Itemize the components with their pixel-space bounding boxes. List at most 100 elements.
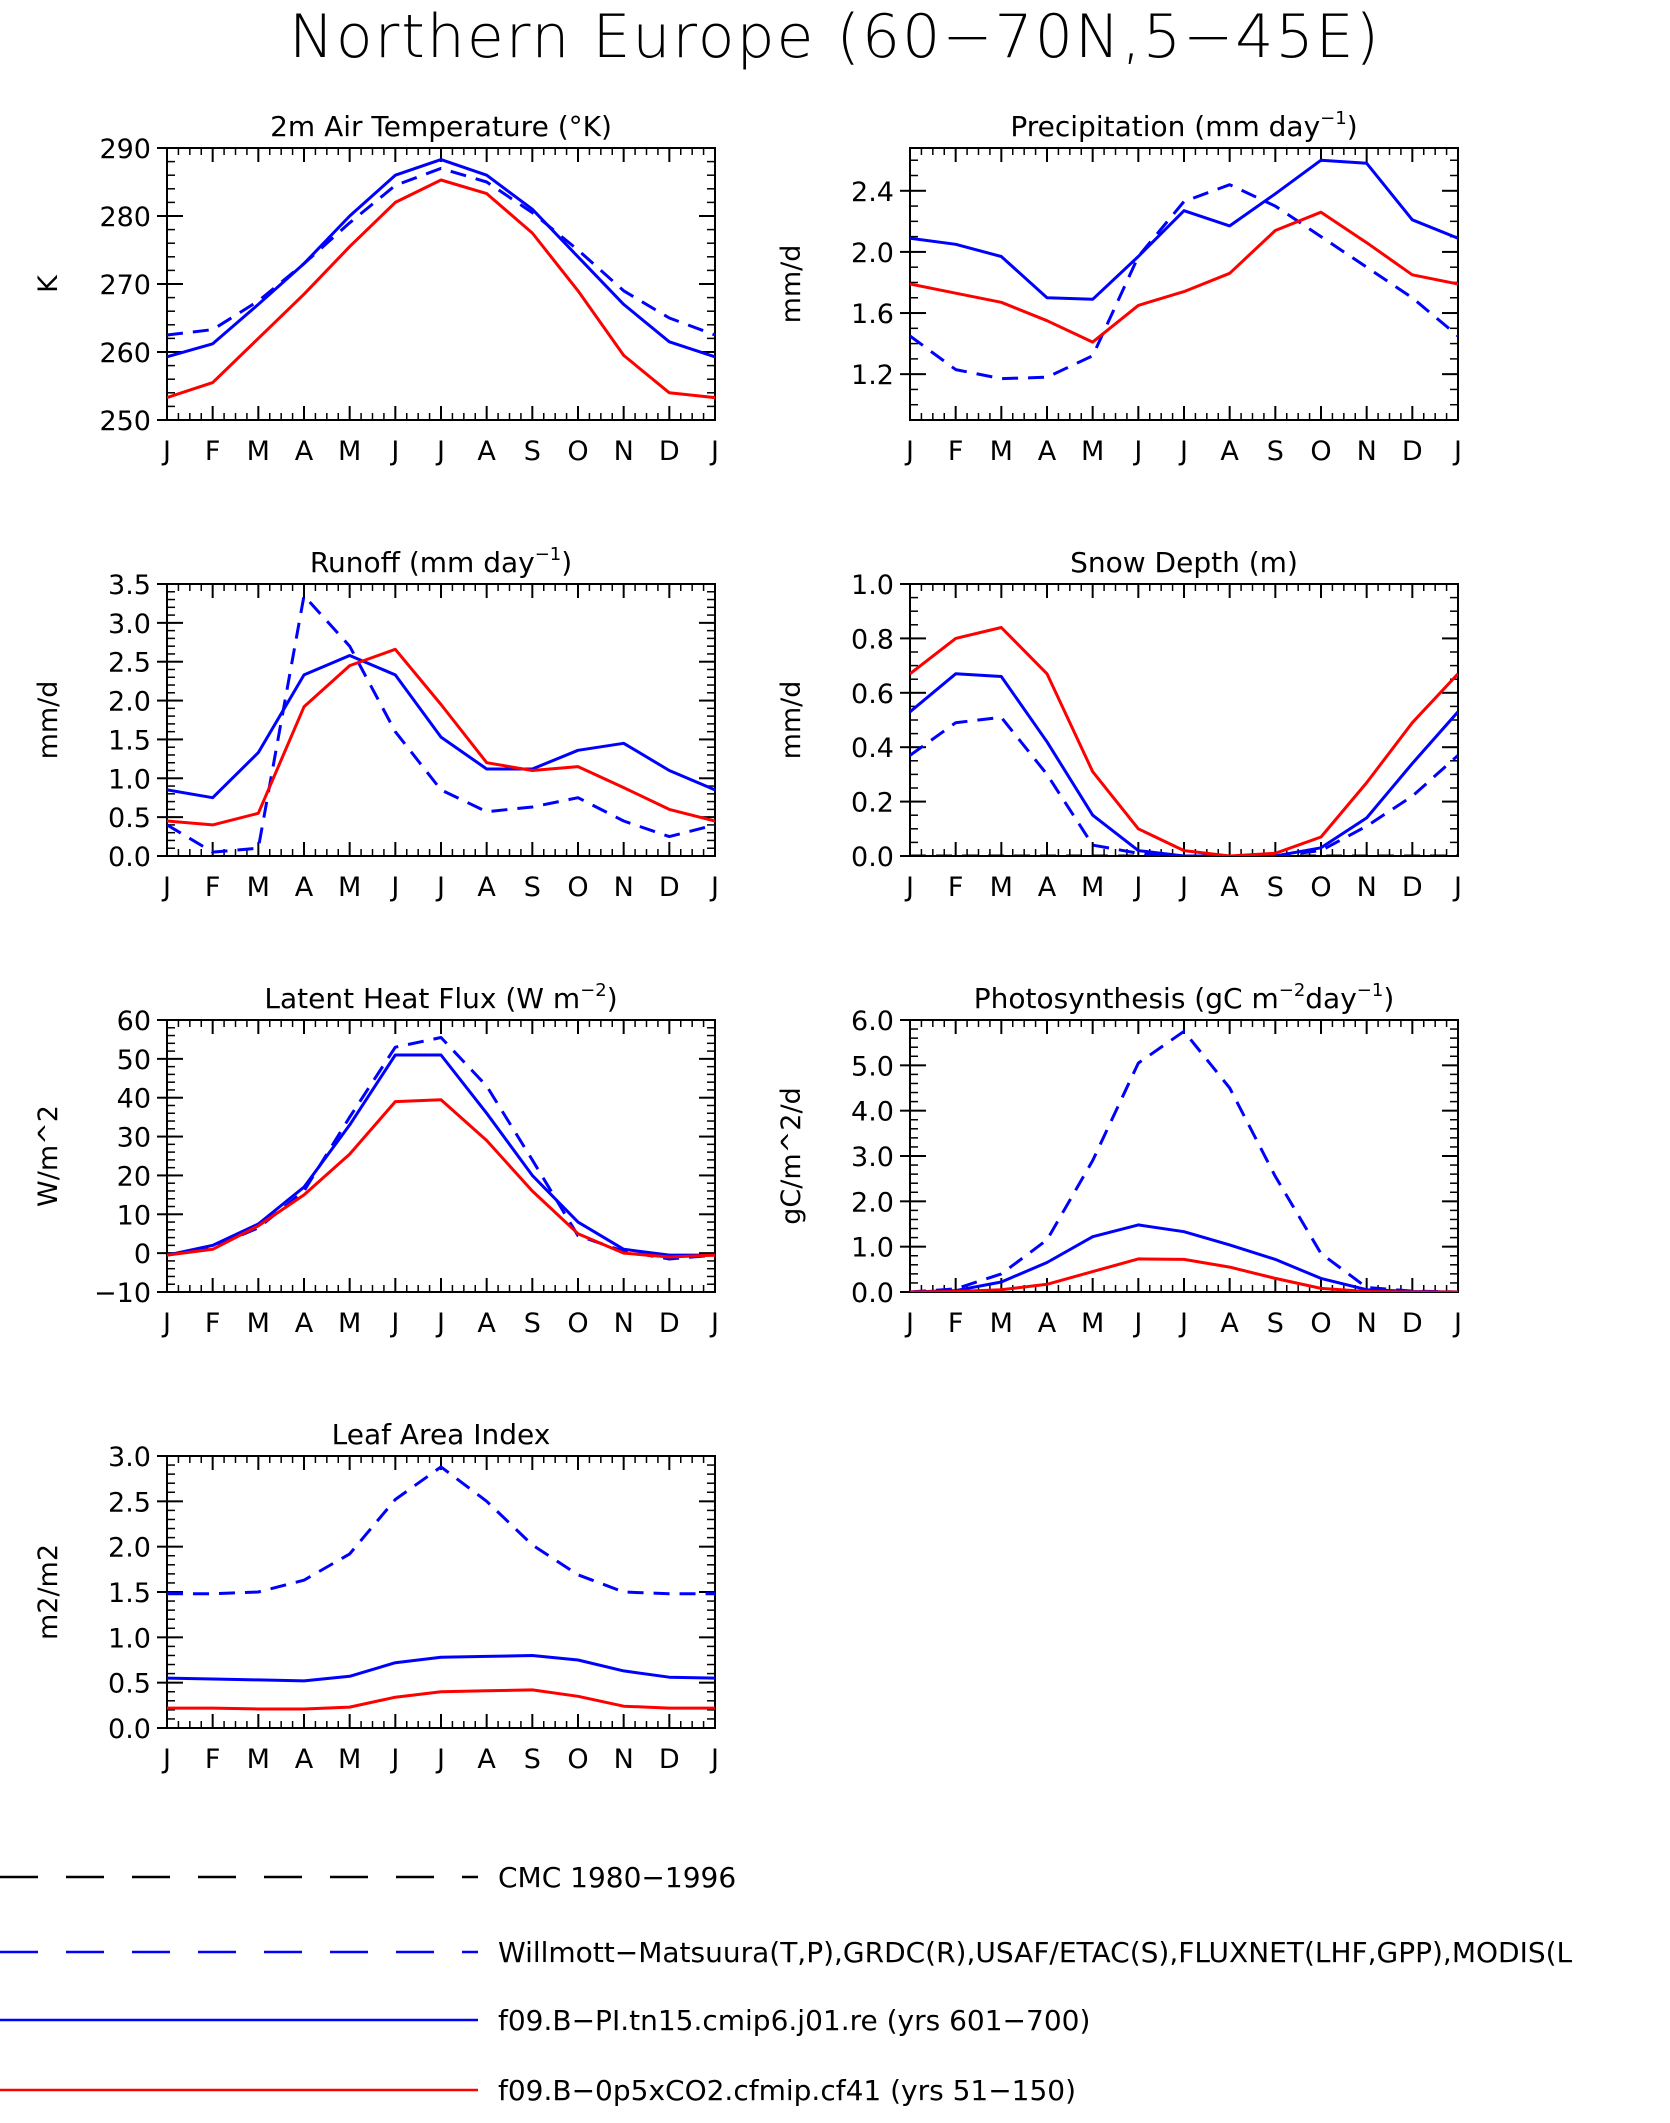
panel-0: J F M A M J J A S O N D J250260270280290K2m Air Temp… [33,110,719,467]
x-tick-label: M [338,1308,361,1339]
y-tick-label: 290 [99,134,151,165]
y-tick-label: 1.5 [108,725,151,756]
y-tick-label: 260 [99,338,151,369]
y-tick-label: 0.4 [851,733,894,764]
x-tick-label: A [295,1308,314,1339]
x-tick-label: J [1178,436,1188,467]
x-tick-label: O [567,1744,588,1775]
series-line-1 [167,160,715,357]
x-tick-label: M [990,436,1013,467]
plot-frame [167,148,715,420]
x-tick-label: O [567,436,588,467]
series-line-2 [167,1690,715,1709]
y-tick-label: 30 [117,1123,151,1154]
x-tick-label: S [1267,1308,1284,1339]
panel-title: Precipitation (mm day−1) [1010,108,1357,143]
x-tick-label: J [1452,436,1462,467]
y-tick-label: 1.2 [851,360,894,391]
y-tick-label: 0.0 [851,1278,894,1309]
y-tick-label: 0.0 [108,842,151,873]
y-tick-label: 60 [117,1006,151,1037]
y-tick-label: 2.5 [108,648,151,679]
x-tick-label: D [659,1744,680,1775]
y-axis-label: gC/m^2/d [776,1087,807,1224]
x-tick-label: J [161,1308,171,1339]
y-tick-label: 2.0 [851,1187,894,1218]
x-tick-label: F [205,1744,221,1775]
x-tick-label: J [435,436,445,467]
x-tick-label: F [205,436,221,467]
panel-3: J F M A M J J A S O N D J0.00.20.40.60.81.0mm/dSnow … [776,546,1462,903]
series-line-1 [167,1055,715,1255]
x-tick-label: O [567,872,588,903]
x-tick-label: D [659,872,680,903]
y-tick-label: 2.5 [108,1487,151,1518]
x-tick-label: N [1357,1308,1377,1339]
panel-2: J F M A M J J A S O N D J0.00.51.01.52.02.53.03.5mm/… [33,544,719,903]
y-tick-label: 0.0 [108,1714,151,1745]
legend-label-3: f09.B−0p5xCO2.cfmip.cf41 (yrs 51−150) [498,2074,1076,2107]
x-tick-label: F [205,872,221,903]
legend: CMC 1980−1996 Willmott−Matsuura(T,P),GRDC… [0,1861,1573,2107]
y-tick-label: 4.0 [851,1097,894,1128]
series-line-1 [167,656,715,798]
x-tick-label: J [709,1744,719,1775]
x-tick-label: N [614,1308,634,1339]
legend-label-2: f09.B−PI.tn15.cmip6.j01.re (yrs 601−700) [498,2004,1090,2037]
series-line-0 [167,1038,715,1260]
x-tick-label: S [1267,872,1284,903]
x-tick-label: N [1357,872,1377,903]
y-tick-label: 1.0 [108,764,151,795]
x-tick-label: J [161,872,171,903]
x-tick-label: J [1132,1308,1142,1339]
x-tick-label: S [524,1308,541,1339]
x-tick-label: S [524,872,541,903]
x-tick-label: A [295,436,314,467]
x-tick-label: M [1081,436,1104,467]
x-tick-label: M [1081,1308,1104,1339]
legend-label-1: Willmott−Matsuura(T,P),GRDC(R),USAF/ETAC… [498,1936,1573,1969]
x-tick-label: J [389,436,399,467]
y-tick-label: 40 [117,1084,151,1115]
y-axis-label: mm/d [33,681,64,760]
x-tick-label: D [1402,436,1423,467]
x-tick-label: J [389,1744,399,1775]
x-tick-label: J [1178,872,1188,903]
x-tick-label: M [990,1308,1013,1339]
y-tick-label: 0.8 [851,624,894,655]
y-tick-label: 1.6 [851,299,894,330]
x-tick-label: N [614,436,634,467]
x-tick-label: M [338,1744,361,1775]
panel-title: 2m Air Temperature (°K) [270,110,612,143]
x-tick-label: S [524,1744,541,1775]
x-tick-label: A [477,872,496,903]
y-tick-label: 3.0 [108,609,151,640]
y-axis-label: K [33,274,64,293]
x-tick-label: J [709,1308,719,1339]
legend-label-0: CMC 1980−1996 [498,1861,736,1894]
series-line-0 [910,185,1458,379]
x-tick-label: D [659,1308,680,1339]
y-tick-label: 1.0 [851,570,894,601]
panel-1: J F M A M J J A S O N D J1.21.62.02.4mm/dPrecipitati… [776,108,1462,467]
series-line-1 [910,160,1458,299]
x-tick-label: M [247,872,270,903]
x-tick-label: A [295,1744,314,1775]
y-tick-label: 270 [99,270,151,301]
x-tick-label: J [709,872,719,903]
x-tick-label: A [1038,1308,1057,1339]
plot-frame [910,148,1458,420]
y-tick-label: 2.0 [851,238,894,269]
series-line-0 [167,1467,715,1594]
x-tick-label: J [435,1744,445,1775]
x-tick-label: A [1220,1308,1239,1339]
y-tick-label: 0.0 [851,842,894,873]
x-tick-label: J [389,872,399,903]
y-tick-label: 5.0 [851,1051,894,1082]
series-line-0 [910,1031,1458,1292]
x-tick-label: M [247,1308,270,1339]
series-line-1 [167,1656,715,1681]
y-tick-label: 2.0 [108,1533,151,1564]
series-line-2 [910,674,1458,856]
y-tick-label: 3.0 [851,1142,894,1173]
